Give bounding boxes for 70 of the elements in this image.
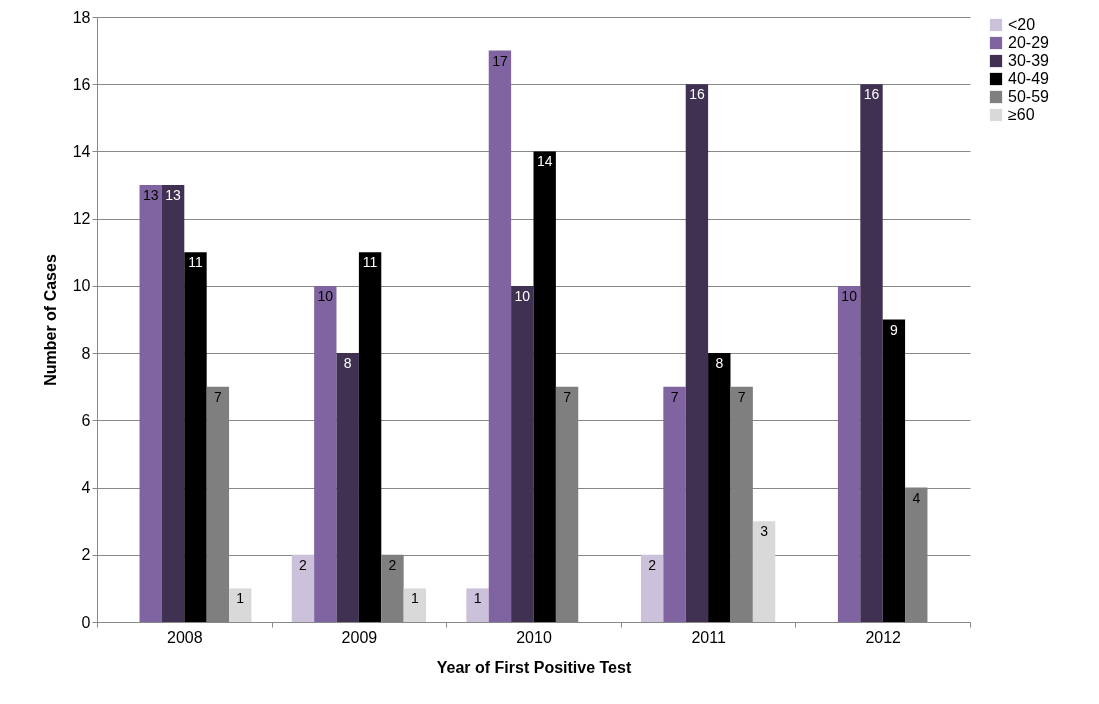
bar xyxy=(708,353,731,622)
data-label: 3 xyxy=(760,523,769,540)
bar xyxy=(229,588,252,622)
bar xyxy=(184,252,207,622)
data-label: 10 xyxy=(514,287,531,304)
data-label: 11 xyxy=(188,254,203,271)
data-label: 11 xyxy=(362,254,378,271)
data-label: 2 xyxy=(388,556,397,573)
x-tick-label: 2008 xyxy=(167,628,203,646)
data-label: 7 xyxy=(737,388,746,405)
bar xyxy=(314,285,337,622)
data-label: 1 xyxy=(410,590,419,607)
y-tick-label: 2 xyxy=(81,546,91,564)
bar xyxy=(161,185,185,622)
data-label: 7 xyxy=(670,388,679,405)
bar xyxy=(663,386,686,622)
data-label: 8 xyxy=(715,355,724,372)
legend-label: 30-39 xyxy=(1008,52,1050,69)
x-tick-label: 2009 xyxy=(341,628,378,646)
bar xyxy=(466,588,489,622)
bar xyxy=(139,185,162,622)
data-label: 7 xyxy=(213,388,222,405)
y-tick-label: 4 xyxy=(81,479,91,497)
x-axis-title: Year of First Positive Test xyxy=(436,658,632,676)
data-label: 7 xyxy=(563,388,572,405)
bar xyxy=(640,554,664,622)
bar xyxy=(358,252,382,622)
bar xyxy=(685,84,709,622)
y-tick-label: 18 xyxy=(72,8,91,26)
data-label: 2 xyxy=(648,556,657,573)
y-tick-label: 14 xyxy=(72,142,91,160)
bar xyxy=(860,84,883,622)
x-tick-label: 2012 xyxy=(865,628,902,646)
bar xyxy=(882,319,906,622)
data-label: 4 xyxy=(912,489,921,506)
y-axis-title: Number of Cases xyxy=(41,254,59,386)
x-tick-label: 2010 xyxy=(516,628,552,646)
y-tick-label: 12 xyxy=(72,210,91,228)
data-label: 13 xyxy=(165,187,182,204)
data-label: 1 xyxy=(473,590,482,607)
bar xyxy=(291,554,315,622)
data-label: 16 xyxy=(689,86,705,103)
y-tick-label: 0 xyxy=(81,613,91,631)
legend-label: 20-29 xyxy=(1008,34,1050,51)
bar xyxy=(533,151,556,622)
data-label: 2 xyxy=(299,556,308,573)
data-label: 10 xyxy=(841,287,858,304)
bar xyxy=(336,353,359,622)
data-label: 1 xyxy=(236,590,245,607)
bar xyxy=(511,285,534,622)
data-label: 8 xyxy=(343,355,352,372)
data-label: 9 xyxy=(889,321,898,338)
y-tick-label: 10 xyxy=(72,277,91,295)
data-label: 14 xyxy=(536,153,553,170)
data-label: 16 xyxy=(863,86,880,103)
legend-label: <20 xyxy=(1008,16,1036,33)
data-label: 13 xyxy=(142,187,159,204)
bar xyxy=(488,50,512,622)
x-tick-label: 2011 xyxy=(691,628,726,646)
y-tick-label: 16 xyxy=(72,75,91,93)
legend-label: 50-59 xyxy=(1008,88,1050,105)
y-tick-label: 6 xyxy=(81,411,91,429)
legend-label: ≥60 xyxy=(1008,106,1035,123)
bar xyxy=(837,285,861,622)
data-label: 17 xyxy=(492,52,508,69)
bar xyxy=(752,521,776,622)
bar xyxy=(403,588,427,622)
data-label: 10 xyxy=(317,287,334,304)
y-tick-label: 8 xyxy=(81,344,91,362)
legend-label: 40-49 xyxy=(1008,70,1050,87)
